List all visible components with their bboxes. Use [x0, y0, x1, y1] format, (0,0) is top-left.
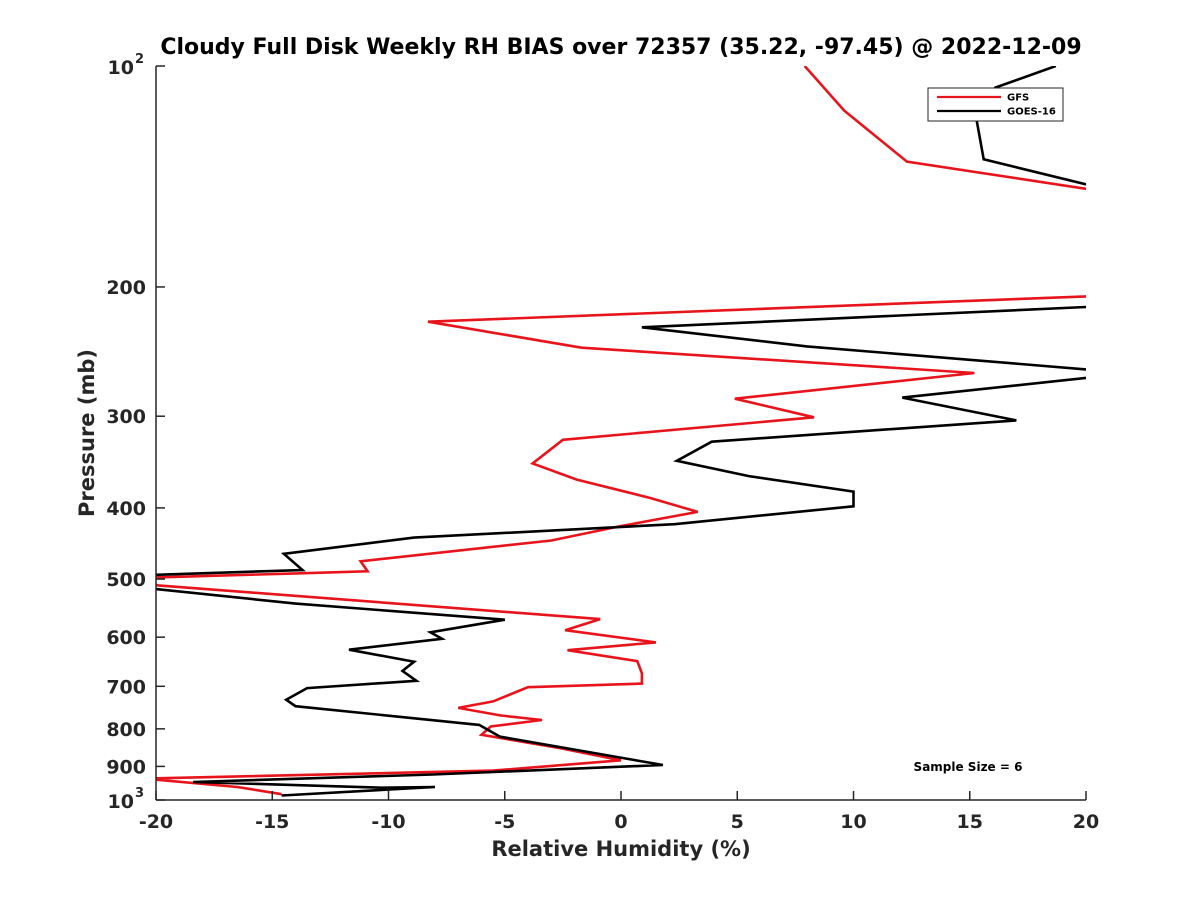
x-tick-label: 15: [957, 811, 983, 833]
x-axis-label: Relative Humidity (%): [491, 837, 750, 861]
x-tick-label: 10: [840, 811, 866, 833]
chart-title: Cloudy Full Disk Weekly RH BIAS over 723…: [160, 35, 1081, 60]
x-tick-label: -15: [255, 811, 289, 833]
x-tick-label: -10: [371, 811, 405, 833]
y-tick-label: 400: [106, 498, 146, 520]
series-line-goes-16: [156, 66, 1086, 797]
y-tick-label: 600: [106, 627, 146, 649]
y-tick-label: 800: [106, 719, 146, 741]
x-tick-label: -5: [494, 811, 515, 833]
y-tick-label: 200: [106, 277, 146, 299]
y-tick-label-exponent: 2: [135, 52, 144, 67]
y-tick-label: 900: [106, 756, 146, 778]
legend-box: [927, 87, 1064, 122]
y-tick-label: 700: [106, 676, 146, 698]
x-tick-label: -20: [139, 811, 173, 833]
x-ticks: -20 -15 -10 -5 0 5 10 15 20: [139, 791, 1099, 833]
series-layer: [156, 66, 1086, 797]
y-tick-label-exponent: 3: [135, 786, 144, 801]
x-tick-label: 20: [1073, 811, 1099, 833]
x-tick-label: 5: [731, 811, 744, 833]
y-tick-label: 10: [108, 57, 134, 79]
y-tick-label: 500: [106, 569, 146, 591]
sample-size-annotation: Sample Size = 6: [914, 760, 1023, 774]
y-tick-label: 10: [108, 791, 134, 813]
legend-label: GOES-16: [1007, 107, 1056, 118]
x-tick-label: 0: [614, 811, 627, 833]
legend-label: GFS: [1007, 93, 1029, 104]
legend: GFS GOES-16: [927, 87, 1064, 122]
series-line-gfs: [156, 66, 1086, 796]
y-axis-label: Pressure (mb): [75, 349, 99, 517]
y-tick-label: 300: [106, 406, 146, 428]
